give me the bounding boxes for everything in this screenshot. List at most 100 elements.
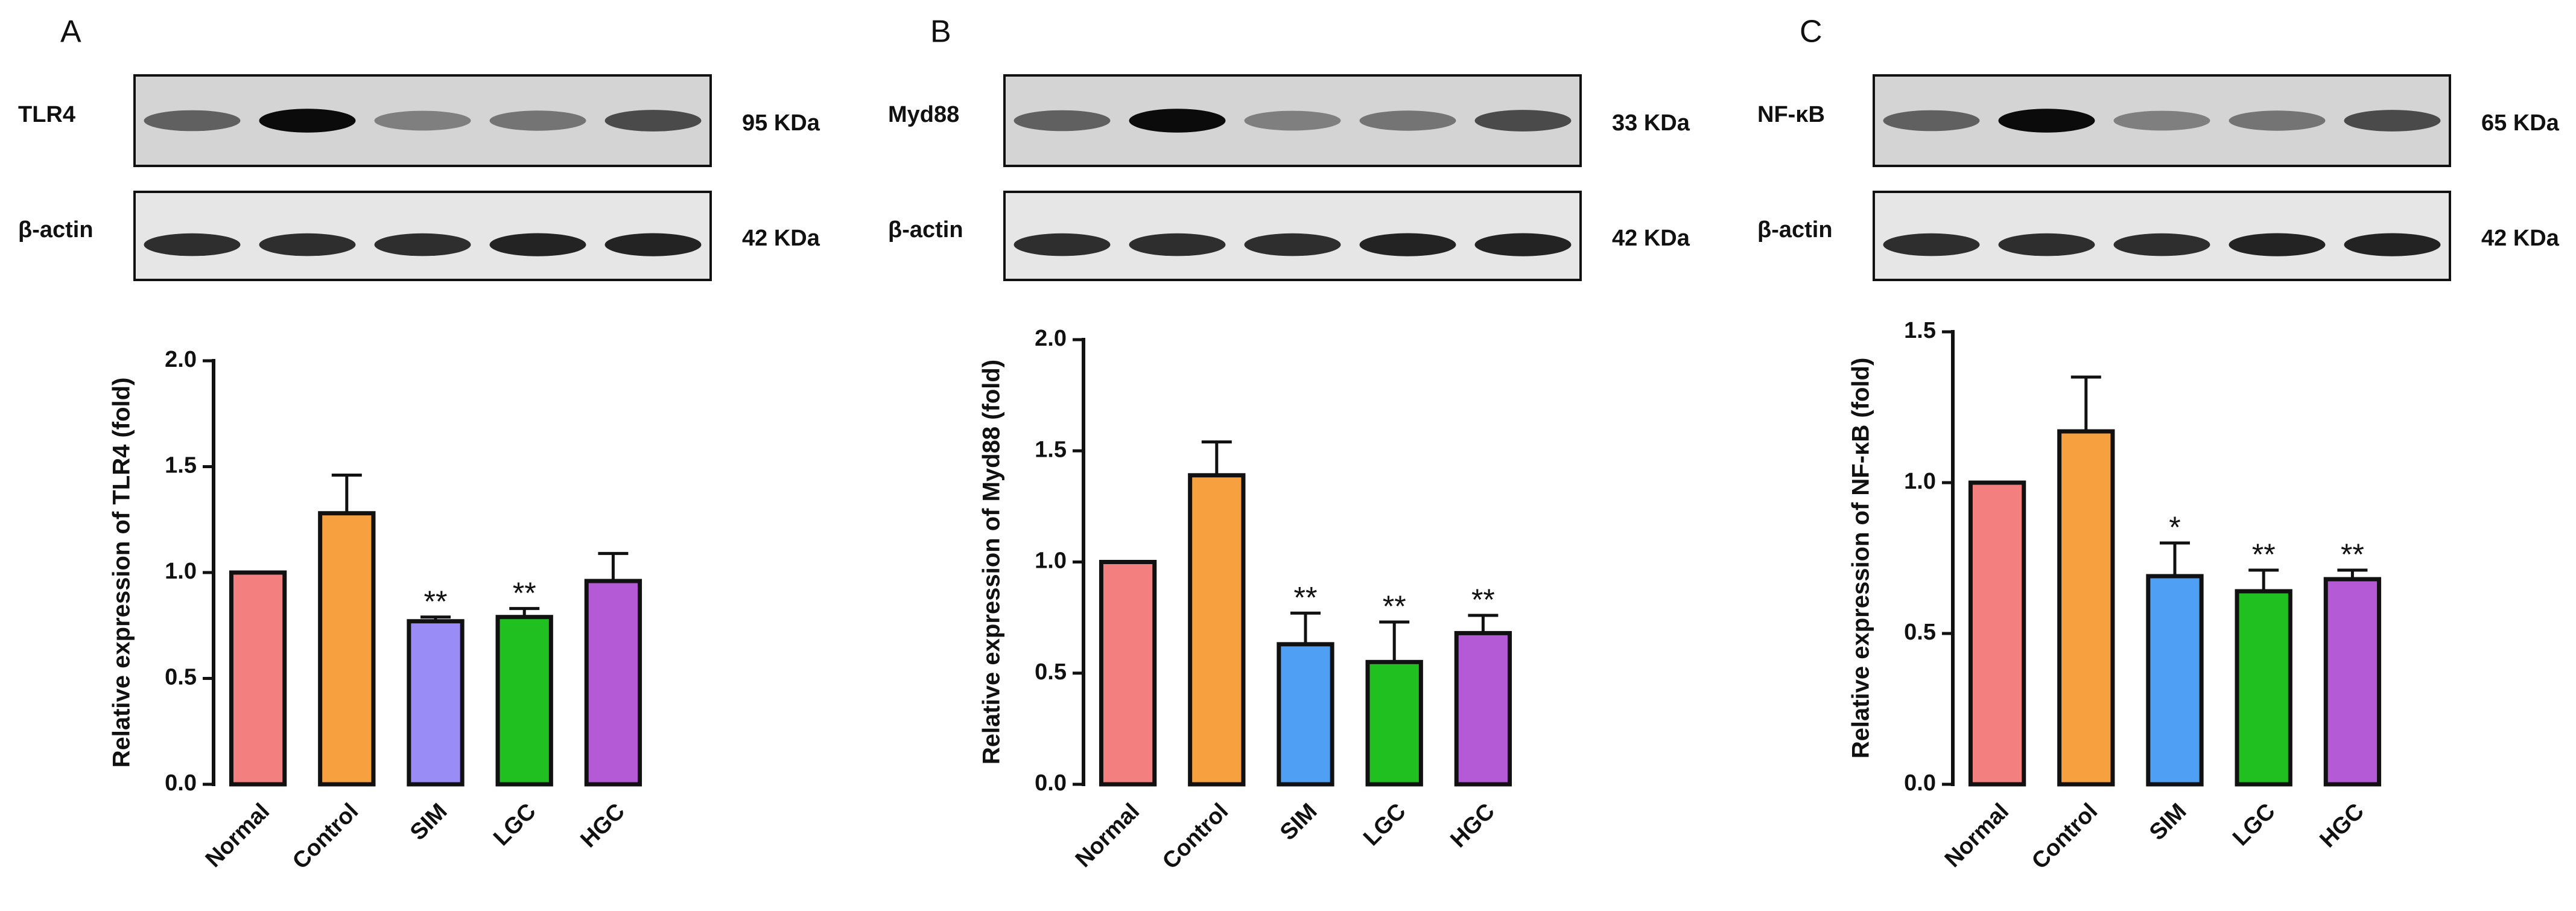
blot-band xyxy=(2113,233,2210,256)
bar xyxy=(2235,589,2292,787)
blot-band xyxy=(489,110,586,131)
blot-band xyxy=(1129,233,1226,256)
bar xyxy=(584,579,642,787)
significance: ** xyxy=(424,585,448,618)
blot-band xyxy=(374,110,471,131)
blot-label: β-actin xyxy=(18,217,94,243)
significance: ** xyxy=(2341,538,2364,571)
blot-band xyxy=(1998,233,2095,256)
y-tick-label: 2.0 xyxy=(165,347,197,372)
bar xyxy=(2146,574,2204,787)
blot-label: TLR4 xyxy=(18,102,75,127)
blot-band xyxy=(2229,110,2326,131)
blot xyxy=(1003,74,1582,167)
significance: ** xyxy=(1294,580,1318,614)
panel-label: C xyxy=(1800,14,1823,49)
significance: * xyxy=(2169,510,2180,544)
y-tick-label: 0.0 xyxy=(1904,770,1936,796)
blot-label: β-actin xyxy=(1757,217,1833,243)
bar xyxy=(1454,630,1512,787)
x-tick-label: SIM xyxy=(405,799,452,845)
bar xyxy=(2057,429,2115,787)
blot-band xyxy=(1474,233,1572,256)
blot-band xyxy=(144,233,241,256)
blot-size: 33 KDa xyxy=(1612,110,1690,136)
y-tick-label: 0.5 xyxy=(1904,620,1936,645)
bar xyxy=(229,570,287,787)
x-tick-label: Normal xyxy=(1071,799,1144,872)
blot-band xyxy=(1244,233,1341,256)
blot-band xyxy=(2229,233,2326,256)
panel-label: B xyxy=(930,14,951,49)
y-tick-label: 0.5 xyxy=(165,665,197,690)
significance: ** xyxy=(1471,583,1495,617)
bar xyxy=(1365,659,1423,787)
blot-band xyxy=(1359,233,1456,256)
blot-label: Myd88 xyxy=(888,102,959,127)
panel: B Myd88 33 KDa β-actin 42 KDa 0.0 0.5 1.0 1.5 2.0… xyxy=(888,14,1690,874)
bar xyxy=(1968,480,2026,787)
blot-label: β-actin xyxy=(888,217,963,243)
significance: ** xyxy=(2252,538,2276,571)
blot-band xyxy=(489,233,586,256)
y-tick-label: 2.0 xyxy=(1035,326,1067,351)
bar xyxy=(1277,642,1334,787)
blot xyxy=(133,74,712,167)
x-tick-label: SIM xyxy=(1275,799,1322,845)
x-tick-label: Control xyxy=(2027,799,2102,874)
bar xyxy=(1099,560,1157,787)
blot-band xyxy=(259,233,356,256)
bar xyxy=(2323,577,2382,787)
x-tick-label: SIM xyxy=(2145,799,2191,845)
y-tick-label: 0.5 xyxy=(1035,659,1067,685)
x-tick-label: Control xyxy=(288,799,363,874)
blot-label: NF-κB xyxy=(1757,102,1825,127)
y-tick-label: 1.5 xyxy=(1035,437,1067,462)
blot-band xyxy=(259,109,356,133)
panel: A TLR4 95 KDa β-actin 42 KDa 0.0 0.5 1.0 1.5 2.0 R… xyxy=(18,14,820,874)
blot-size: 42 KDa xyxy=(2481,226,2560,251)
blot-band xyxy=(1474,110,1572,132)
panel: C NF-κB 65 KDa β-actin 42 KDa 0.0 0.5 1.0 1.5 Rel… xyxy=(1757,14,2560,874)
blot-band xyxy=(144,110,241,132)
blot-band xyxy=(1014,110,1111,132)
bar xyxy=(318,511,376,787)
panel-label: A xyxy=(60,14,81,49)
y-tick-label: 0.0 xyxy=(1035,770,1067,796)
x-tick-label: HGC xyxy=(1445,799,1499,852)
y-tick-label: 1.0 xyxy=(165,559,197,584)
blot-band xyxy=(604,233,702,256)
y-tick-label: 1.0 xyxy=(1904,469,1936,494)
blot-band xyxy=(1014,233,1111,256)
blot xyxy=(1003,191,1582,281)
x-tick-label: HGC xyxy=(576,799,629,852)
x-tick-label: LGC xyxy=(2228,799,2280,851)
x-tick-label: HGC xyxy=(2315,799,2368,852)
blot-size: 65 KDa xyxy=(2481,110,2560,136)
y-tick-label: 0.0 xyxy=(165,770,197,796)
blot-size: 42 KDa xyxy=(1612,226,1690,251)
significance: ** xyxy=(1383,589,1406,623)
y-tick-label: 1.5 xyxy=(165,453,197,478)
bar xyxy=(1188,473,1246,787)
blot-band xyxy=(2113,110,2210,131)
blot xyxy=(1873,191,2451,281)
blot xyxy=(1873,74,2451,167)
y-tick-label: 1.0 xyxy=(1035,548,1067,574)
x-tick-label: LGC xyxy=(1359,799,1410,851)
blot-band xyxy=(1129,109,1226,133)
x-tick-label: LGC xyxy=(489,799,541,851)
blot-band xyxy=(2344,233,2441,256)
blot-size: 95 KDa xyxy=(742,110,820,136)
y-axis-title: Relative expression of Myd88 (fold) xyxy=(979,360,1005,764)
bar xyxy=(407,619,465,787)
x-tick-label: Normal xyxy=(201,799,274,872)
blot-band xyxy=(1998,109,2095,133)
y-tick-label: 1.5 xyxy=(1904,318,1936,343)
blot-band xyxy=(604,110,702,132)
blot-band xyxy=(2344,110,2441,132)
x-tick-label: Normal xyxy=(1940,799,2014,872)
blot-band xyxy=(1359,110,1456,131)
bar xyxy=(495,615,553,787)
